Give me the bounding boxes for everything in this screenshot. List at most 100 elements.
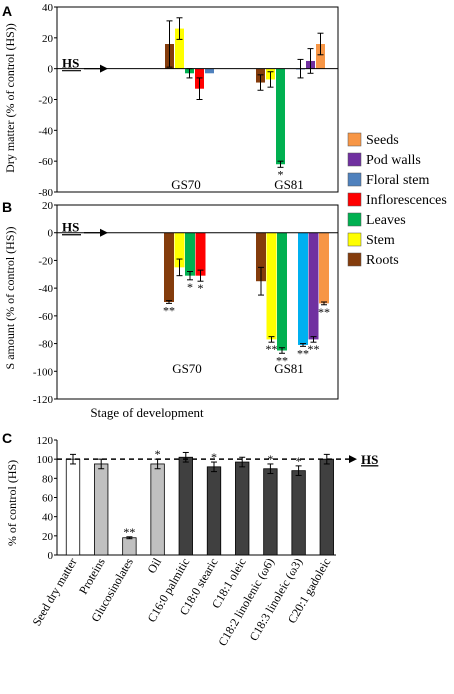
significance-marker: * bbox=[267, 452, 273, 466]
panel-a-hs-arrowhead bbox=[100, 64, 108, 73]
y-tick-label: 80 bbox=[42, 473, 54, 485]
panel-c-hs-label: HS bbox=[361, 452, 378, 467]
panel-b-hs-arrowhead bbox=[100, 228, 108, 237]
panel-c-y-axis-label: % of control (HS) bbox=[5, 460, 19, 546]
panel-b-y-axis-label: S amount (% of control (HS)) bbox=[3, 227, 17, 370]
panel-a-group-gs70: GS70 bbox=[171, 177, 201, 192]
y-tick-label: 0 bbox=[48, 228, 54, 240]
bar-c18-1-oleic bbox=[235, 461, 250, 556]
y-tick-label: -40 bbox=[38, 125, 53, 137]
significance-marker: * bbox=[211, 450, 217, 464]
bar-gs70-inflorescences bbox=[195, 232, 206, 276]
panel-b-y-ticks: 20 0 -20 -40 -60 -80 -100 -120 bbox=[33, 200, 57, 406]
legend-swatch-floral-stem bbox=[347, 172, 362, 187]
bar-gs81-stem bbox=[266, 232, 277, 340]
significance-marker: ** bbox=[266, 342, 278, 356]
bar-gs81-floral-stem bbox=[298, 232, 308, 345]
legend-swatch-leaves bbox=[347, 212, 362, 227]
panel-b-plot-frame bbox=[56, 204, 339, 400]
y-tick-label: 20 bbox=[42, 531, 54, 543]
significance-marker: * bbox=[187, 280, 193, 294]
category-label-seed-dry-matter: Seed dry matter bbox=[29, 556, 79, 629]
significance-marker: * bbox=[278, 167, 284, 181]
bar-glucosinolates bbox=[122, 537, 137, 556]
y-tick-label: 0 bbox=[48, 550, 54, 562]
y-tick-label: 20 bbox=[42, 33, 54, 45]
panel-b: B S amount (% of control (HS)) 20 0 -20 -40… bbox=[2, 199, 339, 420]
panel-b-hs-label: HS bbox=[62, 220, 79, 235]
bar-oil bbox=[150, 463, 165, 556]
legend-label-seeds: Seeds bbox=[366, 133, 399, 148]
legend-label-leaves: Leaves bbox=[366, 213, 406, 228]
bar-gs81-pod-walls bbox=[308, 232, 319, 340]
bar-c16-0-palmitic bbox=[178, 456, 193, 556]
panel-label-b: B bbox=[2, 199, 12, 215]
y-tick-label: -80 bbox=[38, 339, 53, 351]
bar-gs70-stem bbox=[175, 28, 184, 69]
bar-gs70-leaves bbox=[185, 232, 195, 276]
legend-label-floral-stem: Floral stem bbox=[366, 173, 429, 188]
bar-c18-0-stearic bbox=[206, 466, 222, 556]
y-tick-label: 40 bbox=[42, 2, 54, 14]
bar-c20-1-gadoleic bbox=[319, 458, 334, 556]
legend-label-roots: Roots bbox=[366, 253, 399, 268]
significance-marker: ** bbox=[276, 353, 288, 367]
y-tick-label: -80 bbox=[38, 187, 53, 199]
legend-swatch-stem bbox=[347, 232, 362, 247]
y-tick-label: -60 bbox=[38, 311, 53, 323]
significance-marker: ** bbox=[308, 342, 320, 356]
bar-gs70-floral-stem bbox=[205, 68, 214, 74]
y-tick-label: -60 bbox=[38, 156, 53, 168]
significance-marker: ** bbox=[318, 305, 330, 319]
y-tick-label: -40 bbox=[38, 283, 53, 295]
legend-swatch-roots bbox=[347, 252, 362, 267]
panel-a-y-ticks: 40 20 0 -20 -40 -60 -80 bbox=[38, 2, 57, 199]
legend-label-inflorescences: Inflorescences bbox=[366, 193, 447, 208]
panel-b-bars: *** ***** ****** bbox=[62, 232, 330, 367]
bar-gs81-seeds bbox=[319, 232, 329, 304]
panel-a-hs-label: HS bbox=[62, 56, 79, 71]
panel-c-reference-arrowhead bbox=[349, 455, 357, 464]
bar-gs81-leaves bbox=[277, 232, 287, 351]
bar-gs81-seeds bbox=[316, 44, 325, 69]
category-label-oil: Oil bbox=[144, 555, 164, 576]
y-tick-label: -20 bbox=[38, 255, 53, 267]
panel-a-plot-frame bbox=[56, 6, 339, 193]
significance-marker: ** bbox=[163, 303, 175, 317]
panel-a-bars: * bbox=[62, 17, 325, 181]
bar-c18-2-linolenic-6 bbox=[263, 468, 278, 556]
y-tick-label: 120 bbox=[37, 435, 54, 447]
bar-gs70-roots bbox=[164, 232, 174, 302]
significance-marker: ** bbox=[297, 346, 309, 360]
y-tick-label: 60 bbox=[42, 493, 54, 505]
bar-proteins bbox=[94, 463, 109, 556]
y-tick-label: 0 bbox=[48, 64, 54, 76]
panel-b-group-gs81: GS81 bbox=[274, 361, 304, 376]
panel-c-bars: *** * * * bbox=[65, 447, 334, 556]
panel-b-group-gs70: GS70 bbox=[172, 361, 202, 376]
panel-a-y-axis-label: Dry matter (% of control (HS)) bbox=[3, 23, 17, 173]
bar-seed-dry-matter bbox=[65, 458, 81, 556]
significance-marker: ** bbox=[123, 525, 135, 539]
legend: Seeds Pod walls Floral stem Inflorescences L… bbox=[347, 132, 447, 268]
y-tick-label: 40 bbox=[42, 512, 54, 524]
legend-swatch-seeds bbox=[347, 132, 362, 147]
panel-a-group-gs81: GS81 bbox=[274, 177, 304, 192]
panel-c-y-ticks: 120 100 80 60 40 20 0 bbox=[37, 435, 57, 562]
y-tick-label: 100 bbox=[37, 454, 54, 466]
bar-gs81-leaves bbox=[276, 68, 285, 165]
bar-gs70-stem bbox=[174, 232, 185, 268]
legend-label-pod-walls: Pod walls bbox=[366, 153, 421, 168]
legend-label-stem: Stem bbox=[366, 233, 395, 248]
bar-c18-3-linoleic-3 bbox=[291, 470, 306, 556]
y-tick-label: -100 bbox=[33, 366, 54, 378]
panel-b-x-axis-label: Stage of development bbox=[90, 405, 204, 420]
y-tick-label: -20 bbox=[38, 95, 53, 107]
legend-swatch-pod-walls bbox=[347, 152, 362, 167]
significance-marker: * bbox=[296, 454, 302, 468]
panel-a: A Dry matter (% of control (HS)) 40 20 0 -2… bbox=[2, 2, 339, 199]
bar-gs81-roots bbox=[256, 232, 266, 282]
